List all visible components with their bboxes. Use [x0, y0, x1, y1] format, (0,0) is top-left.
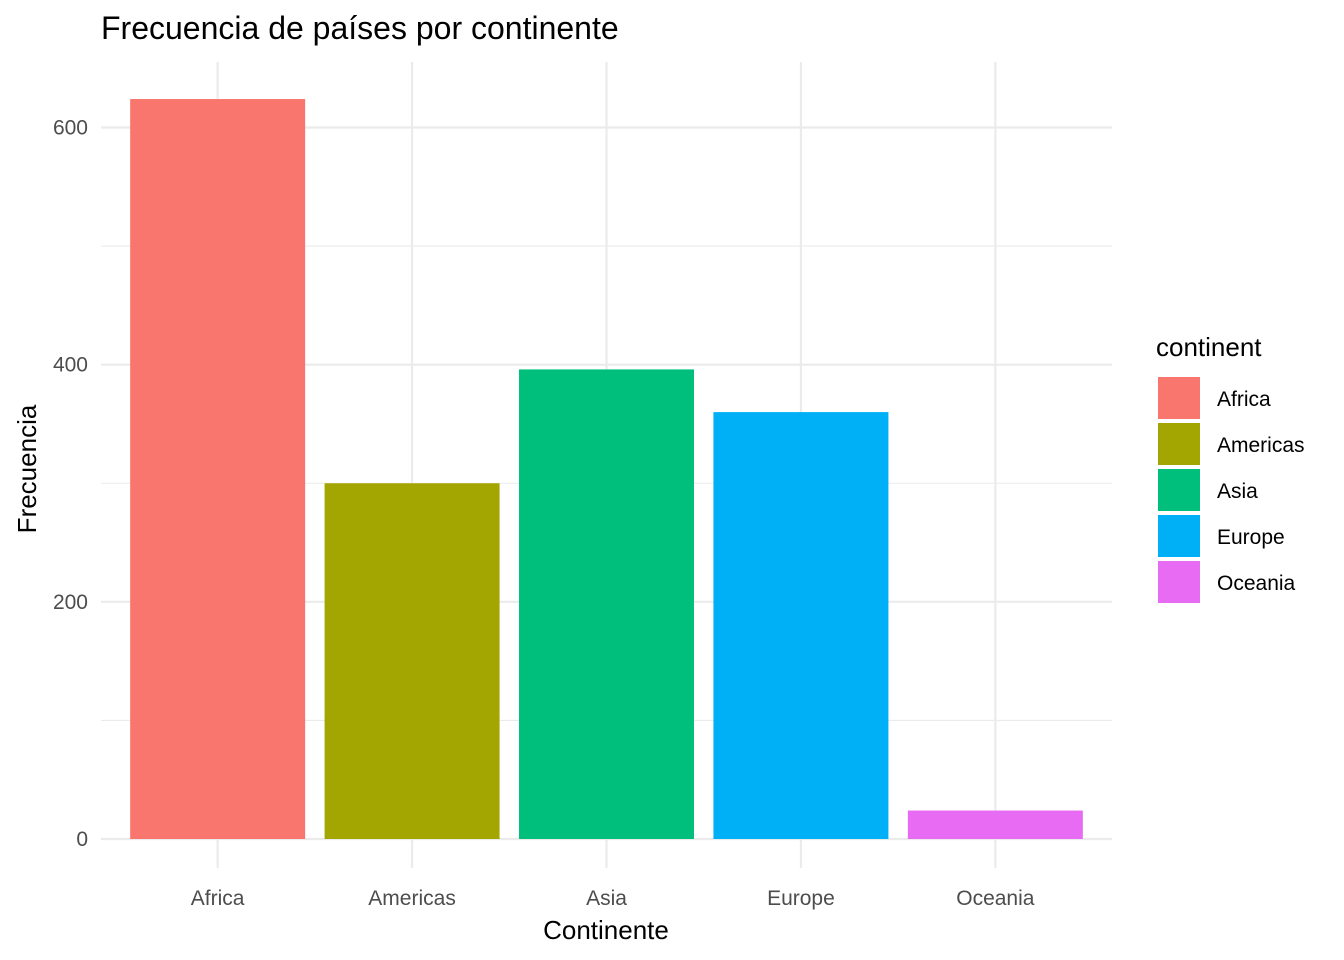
bar-africa [130, 99, 306, 840]
x-axis-title: Continente [543, 915, 669, 945]
legend-label-europe: Europe [1217, 526, 1285, 549]
x-tick-label: Europe [767, 887, 835, 910]
x-tick-label: Asia [586, 887, 627, 910]
legend-label-africa: Africa [1217, 388, 1271, 411]
y-tick-label: 0 [76, 828, 88, 851]
legend-swatch-oceania [1158, 561, 1200, 603]
y-tick-label: 600 [53, 117, 88, 140]
y-axis-ticks: 0 200 400 600 [53, 117, 88, 852]
bar-europe [713, 412, 889, 839]
x-axis-ticks: Africa Americas Asia Europe Oceania [191, 887, 1035, 910]
legend-title: continent [1156, 332, 1262, 362]
y-axis-title: Frecuencia [12, 404, 42, 533]
bar-asia [519, 369, 694, 839]
legend-swatch-asia [1158, 469, 1200, 511]
legend-label-asia: Asia [1217, 480, 1258, 503]
bars [130, 99, 1083, 840]
legend-swatch-americas [1158, 423, 1200, 465]
x-tick-label: Oceania [956, 887, 1035, 910]
x-tick-label: Africa [191, 887, 245, 910]
chart-title: Frecuencia de países por continente [101, 10, 619, 46]
legend-label-oceania: Oceania [1217, 572, 1296, 595]
legend-swatch-europe [1158, 515, 1200, 557]
y-tick-label: 200 [53, 591, 88, 614]
bar-americas [324, 483, 500, 839]
bar-oceania [907, 810, 1083, 839]
legend: continent Africa Americas Asia Europe Oceani… [1156, 332, 1305, 603]
legend-swatch-africa [1158, 377, 1200, 419]
y-tick-label: 400 [53, 354, 88, 377]
legend-label-americas: Americas [1217, 434, 1305, 457]
x-tick-label: Americas [368, 887, 456, 910]
